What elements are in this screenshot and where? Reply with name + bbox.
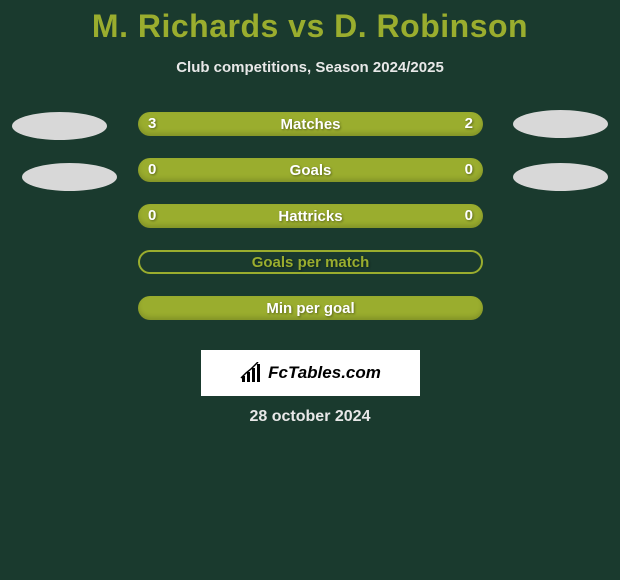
stat-label: Min per goal (266, 300, 354, 317)
fctables-logo: FcTables.com (201, 350, 420, 396)
stat-label: Matches (280, 116, 340, 133)
page-subtitle: Club competitions, Season 2024/2025 (0, 59, 620, 76)
stat-value-right: 0 (465, 161, 473, 178)
stat-value-left: 3 (148, 115, 156, 132)
stat-bar: Hattricks (138, 204, 483, 228)
stat-label: Goals (290, 162, 332, 179)
stats-container: 3 Matches 2 0 Goals 0 0 Hattricks 0 Goal… (0, 112, 620, 342)
player-left-oval (12, 112, 107, 140)
player-left-oval (22, 163, 117, 191)
page-title: M. Richards vs D. Robinson (0, 0, 620, 45)
stat-bar: Goals per match (138, 250, 483, 274)
stat-value-left: 0 (148, 161, 156, 178)
player-right-oval (513, 163, 608, 191)
stat-bar: Min per goal (138, 296, 483, 320)
stat-value-right: 0 (465, 207, 473, 224)
player-right-oval (513, 110, 608, 138)
stat-row-goals-per-match: Goals per match (0, 250, 620, 296)
chart-icon (240, 362, 264, 384)
logo-text: FcTables.com (268, 363, 381, 383)
stat-row-goals: 0 Goals 0 (0, 158, 620, 204)
stat-row-min-per-goal: Min per goal (0, 296, 620, 342)
stat-row-hattricks: 0 Hattricks 0 (0, 204, 620, 250)
stat-bar: Matches (138, 112, 483, 136)
date-text: 28 october 2024 (0, 408, 620, 426)
stat-value-left: 0 (148, 207, 156, 224)
stat-bar: Goals (138, 158, 483, 182)
stat-label: Goals per match (252, 254, 370, 271)
stat-label: Hattricks (278, 208, 342, 225)
stat-row-matches: 3 Matches 2 (0, 112, 620, 158)
stat-value-right: 2 (465, 115, 473, 132)
